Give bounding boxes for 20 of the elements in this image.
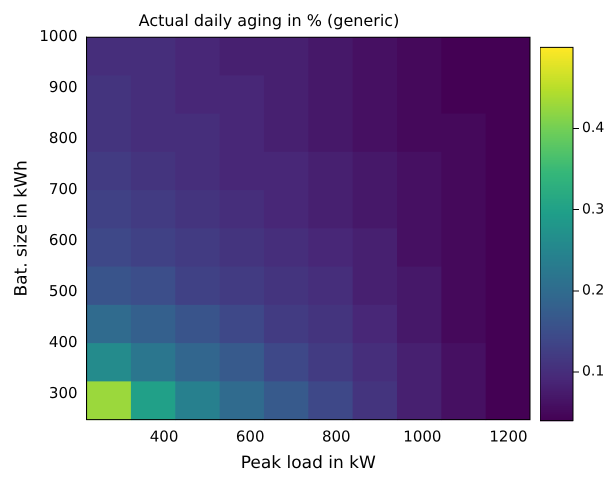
x-tick-label: 400 [150, 427, 178, 446]
y-tick-label: 1000 [39, 27, 78, 46]
chart-title: Actual daily aging in % (generic) [138, 10, 400, 30]
x-axis-title: Peak load in kW [240, 453, 376, 474]
y-tick-label: 600 [48, 231, 78, 250]
x-tick-label: 1200 [489, 427, 528, 446]
y-tick-label: 900 [48, 78, 78, 96]
y-tick-label: 700 [48, 180, 78, 198]
y-axis-title: Bat. size in kWh [12, 160, 32, 297]
y-tick-label: 400 [48, 333, 78, 352]
y-tick-label: 500 [48, 282, 78, 300]
y-tick-label: 300 [48, 384, 78, 402]
x-tick-label: 600 [236, 427, 264, 446]
color-bar-label: 0.4 [582, 120, 604, 136]
color-bar-label: 0.3 [582, 201, 604, 218]
x-tick-label: 1000 [403, 427, 442, 446]
y-tick-label: 800 [48, 129, 78, 148]
color-bar-label: 0.2 [582, 282, 604, 298]
x-tick-label: 800 [322, 427, 351, 446]
color-bar-label: 0.1 [582, 364, 604, 380]
